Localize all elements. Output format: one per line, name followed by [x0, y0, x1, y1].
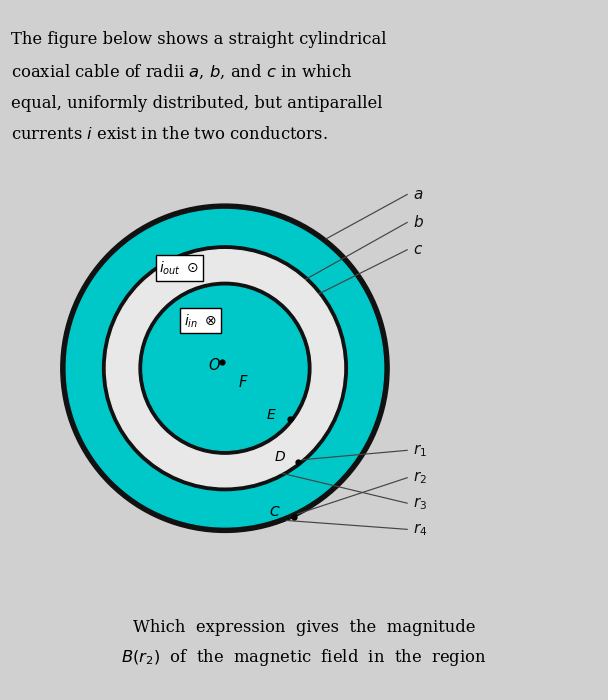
Text: $B(r_2)$  of  the  magnetic  field  in  the  region: $B(r_2)$ of the magnetic field in the re… — [121, 648, 487, 668]
Text: $i_{in}\ \otimes$: $i_{in}\ \otimes$ — [184, 312, 217, 330]
Text: Which  expression  gives  the  magnitude: Which expression gives the magnitude — [133, 620, 475, 636]
Text: $F$: $F$ — [238, 374, 249, 390]
Text: currents $i$ exist in the two conductors.: currents $i$ exist in the two conductors… — [11, 126, 328, 143]
Text: $r_4$: $r_4$ — [413, 521, 428, 538]
Text: $E$: $E$ — [266, 408, 277, 422]
Circle shape — [66, 209, 384, 527]
Text: $O$: $O$ — [207, 356, 221, 372]
Text: $a$: $a$ — [413, 187, 424, 202]
Circle shape — [103, 246, 347, 491]
Circle shape — [61, 204, 389, 533]
Text: $D$: $D$ — [274, 450, 286, 464]
Circle shape — [139, 282, 311, 454]
Text: $c$: $c$ — [413, 242, 424, 257]
Text: The figure below shows a straight cylindrical: The figure below shows a straight cylind… — [11, 32, 387, 48]
Text: $i_{out}\ \odot$: $i_{out}\ \odot$ — [159, 259, 199, 276]
Text: $b$: $b$ — [413, 214, 424, 230]
Text: $r_2$: $r_2$ — [413, 469, 427, 486]
Circle shape — [106, 250, 344, 486]
Text: equal, uniformly distributed, but antiparallel: equal, uniformly distributed, but antipa… — [11, 94, 382, 111]
Text: coaxial cable of radii $a$, $b$, and $c$ in which: coaxial cable of radii $a$, $b$, and $c$… — [11, 63, 352, 81]
Text: $C$: $C$ — [269, 505, 281, 519]
Text: $r_1$: $r_1$ — [413, 442, 427, 458]
Text: $r_3$: $r_3$ — [413, 495, 427, 512]
Circle shape — [143, 286, 307, 450]
